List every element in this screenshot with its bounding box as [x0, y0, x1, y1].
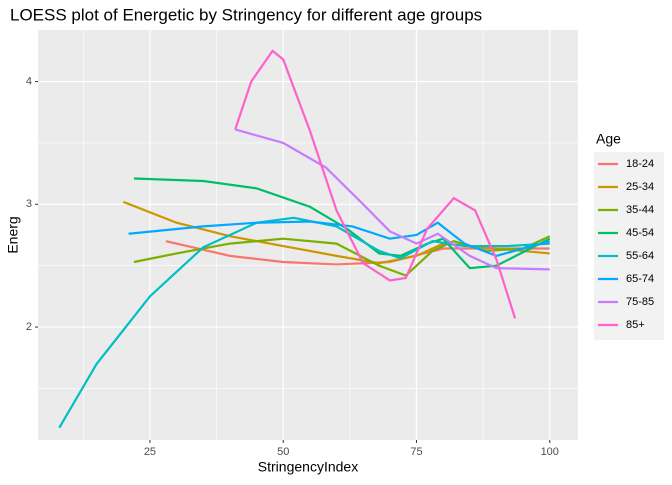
x-tick-label: 25 — [144, 446, 156, 458]
legend-background — [594, 152, 664, 340]
y-tick-label: 4 — [26, 75, 32, 87]
legend-label: 18-24 — [626, 158, 654, 170]
legend-label: 85+ — [626, 319, 645, 331]
x-tick-label: 100 — [541, 446, 559, 458]
series-line — [234, 128, 550, 271]
plot-panel — [38, 30, 578, 440]
series-line — [234, 49, 517, 319]
x-axis-title: StringencyIndex — [258, 459, 358, 475]
legend-label: 65-74 — [626, 273, 654, 285]
legend-label: 75-85 — [626, 296, 654, 308]
legend-label: 45-54 — [626, 227, 654, 239]
x-tick-label: 50 — [277, 446, 289, 458]
series-line — [58, 216, 550, 429]
legend-title: Age — [596, 131, 621, 147]
y-tick-label: 3 — [26, 198, 32, 210]
legend-label: 35-44 — [626, 204, 654, 216]
legend-label: 55-64 — [626, 250, 654, 262]
y-axis-title: Energ — [5, 216, 21, 253]
legend-label: 25-34 — [626, 181, 654, 193]
y-tick-label: 2 — [26, 321, 32, 333]
chart-title: LOESS plot of Energetic by Stringency fo… — [10, 5, 482, 24]
series-line — [128, 220, 551, 258]
x-tick-label: 75 — [410, 446, 422, 458]
